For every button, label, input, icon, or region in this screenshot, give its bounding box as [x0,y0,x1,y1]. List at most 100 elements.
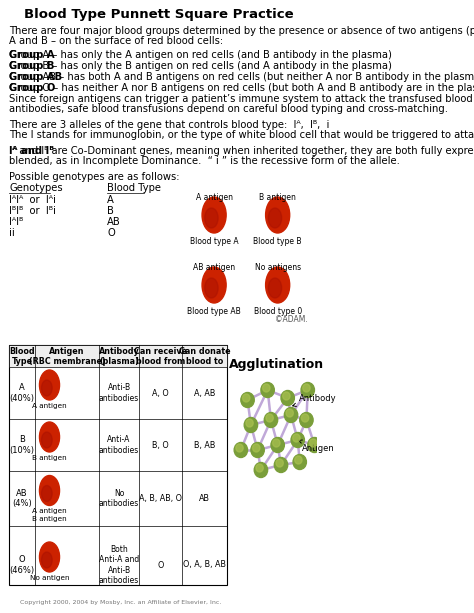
Text: AB: AB [107,217,121,227]
Ellipse shape [246,419,253,427]
Ellipse shape [281,390,294,406]
Text: A, B, AB, O: A, B, AB, O [139,494,182,503]
Ellipse shape [276,459,283,467]
Ellipse shape [286,409,293,417]
Ellipse shape [303,384,310,392]
Text: O: O [107,228,115,238]
Text: A antigen: A antigen [196,193,233,202]
Text: Antigen: Antigen [299,440,335,452]
Ellipse shape [256,464,263,472]
Circle shape [39,542,60,572]
Circle shape [202,197,226,233]
Text: Blood Type Punnett Square Practice: Blood Type Punnett Square Practice [24,8,293,21]
Ellipse shape [300,413,313,427]
Ellipse shape [301,414,309,422]
Text: The I stands for immunoglobin, or the type of white blood cell that would be tri: The I stands for immunoglobin, or the ty… [9,130,474,140]
Text: Genotypes: Genotypes [9,183,63,193]
Circle shape [39,476,60,506]
Text: Blood type AB: Blood type AB [187,307,241,316]
Text: Group A: Group A [9,50,55,60]
Text: B: B [107,206,114,216]
Text: ©ADAM.: ©ADAM. [275,315,308,324]
Ellipse shape [291,433,304,447]
Ellipse shape [293,434,300,442]
Circle shape [202,267,226,303]
Text: B, AB: B, AB [194,441,215,449]
Text: blended, as in Incomplete Dominance.  “ i ” is the recessive form of the allele.: blended, as in Incomplete Dominance. “ i… [9,156,400,166]
Ellipse shape [310,439,317,447]
Text: A and B – on the surface of red blood cells:: A and B – on the surface of red blood ce… [9,36,224,46]
Ellipse shape [295,456,302,464]
Ellipse shape [253,444,260,452]
Text: There are four major blood groups determined by the presence or absence of two a: There are four major blood groups determ… [9,26,474,36]
Ellipse shape [266,414,273,422]
Text: Group AB: Group AB [9,72,63,82]
Circle shape [42,485,52,501]
Ellipse shape [236,444,243,452]
Ellipse shape [244,417,257,433]
Ellipse shape [273,439,280,447]
Text: Iᴬ and Iᴮ are Co-Dominant genes, meaning when inherited together, they are both : Iᴬ and Iᴮ are Co-Dominant genes, meaning… [9,146,474,156]
Ellipse shape [241,392,254,408]
Text: Agglutination: Agglutination [229,358,324,371]
Text: B antigen: B antigen [259,193,296,202]
Text: Blood Type: Blood Type [107,183,161,193]
Text: No antigens: No antigens [255,263,301,272]
Text: IᴬIᴮ: IᴬIᴮ [9,217,24,227]
Ellipse shape [301,383,314,397]
Ellipse shape [254,462,268,478]
Text: AB
(4%): AB (4%) [12,489,32,508]
Circle shape [42,380,52,396]
Text: O: O [157,560,164,569]
Circle shape [39,422,60,452]
Text: AB: AB [199,494,210,503]
Text: IᴮIᴮ  or  Iᴮi: IᴮIᴮ or Iᴮi [9,206,56,216]
Ellipse shape [243,394,250,402]
Text: Blood type 0: Blood type 0 [254,307,302,316]
Text: IᴬIᴬ  or  Iᴬi: IᴬIᴬ or Iᴬi [9,195,56,205]
Text: A: A [107,195,114,205]
Circle shape [205,208,218,228]
Text: A, AB: A, AB [194,389,215,397]
Circle shape [265,197,290,233]
Text: Group B – has only the B antigen on red cells (and A antibody in the plasma): Group B – has only the B antigen on red … [9,61,392,71]
Text: Anti-A
antibodies: Anti-A antibodies [99,435,139,455]
Text: Group B: Group B [9,61,55,71]
Text: Antibody
(plasma): Antibody (plasma) [99,347,139,367]
Text: Antigen
(RBC membrane): Antigen (RBC membrane) [28,347,105,367]
Ellipse shape [308,438,321,452]
Text: Group AB – has both A and B antigens on red cells (but neither A nor B antibody : Group AB – has both A and B antigens on … [9,72,474,82]
Text: Antibody: Antibody [293,394,337,406]
Text: Can donate
blood to: Can donate blood to [179,347,230,367]
Bar [9,345,228,367]
Text: Possible genotypes are as follows:: Possible genotypes are as follows: [9,172,180,182]
Text: No
antibodies: No antibodies [99,489,139,508]
Text: Blood type A: Blood type A [190,237,238,246]
Ellipse shape [251,443,264,457]
Text: Group O: Group O [9,83,56,93]
Text: Group A – has only the A antigen on red cells (and B antibody in the plasma): Group A – has only the A antigen on red … [9,50,392,60]
Text: A, O: A, O [152,389,169,397]
Circle shape [205,278,218,298]
Circle shape [42,552,52,568]
Text: Iᴬ and Iᴮ: Iᴬ and Iᴮ [9,146,55,156]
Text: A antigen: A antigen [32,403,67,409]
Text: Anti-B
antibodies: Anti-B antibodies [99,383,139,403]
Circle shape [268,208,282,228]
Bar [9,345,228,585]
Circle shape [265,267,290,303]
Circle shape [42,432,52,448]
Text: There are 3 alleles of the gene that controls blood type:  Iᴬ,  Iᴮ,  i: There are 3 alleles of the gene that con… [9,120,330,130]
Circle shape [268,278,282,298]
Ellipse shape [264,413,278,427]
Circle shape [39,370,60,400]
Text: B antigen: B antigen [32,455,67,461]
Text: B, O: B, O [152,441,169,449]
Ellipse shape [284,408,298,422]
Text: Blood
Type: Blood Type [9,347,35,367]
Ellipse shape [271,438,284,452]
Ellipse shape [261,383,274,397]
Text: ii: ii [9,228,15,238]
Text: A
(40%): A (40%) [9,383,35,403]
Text: O, A, B, AB: O, A, B, AB [183,560,226,569]
